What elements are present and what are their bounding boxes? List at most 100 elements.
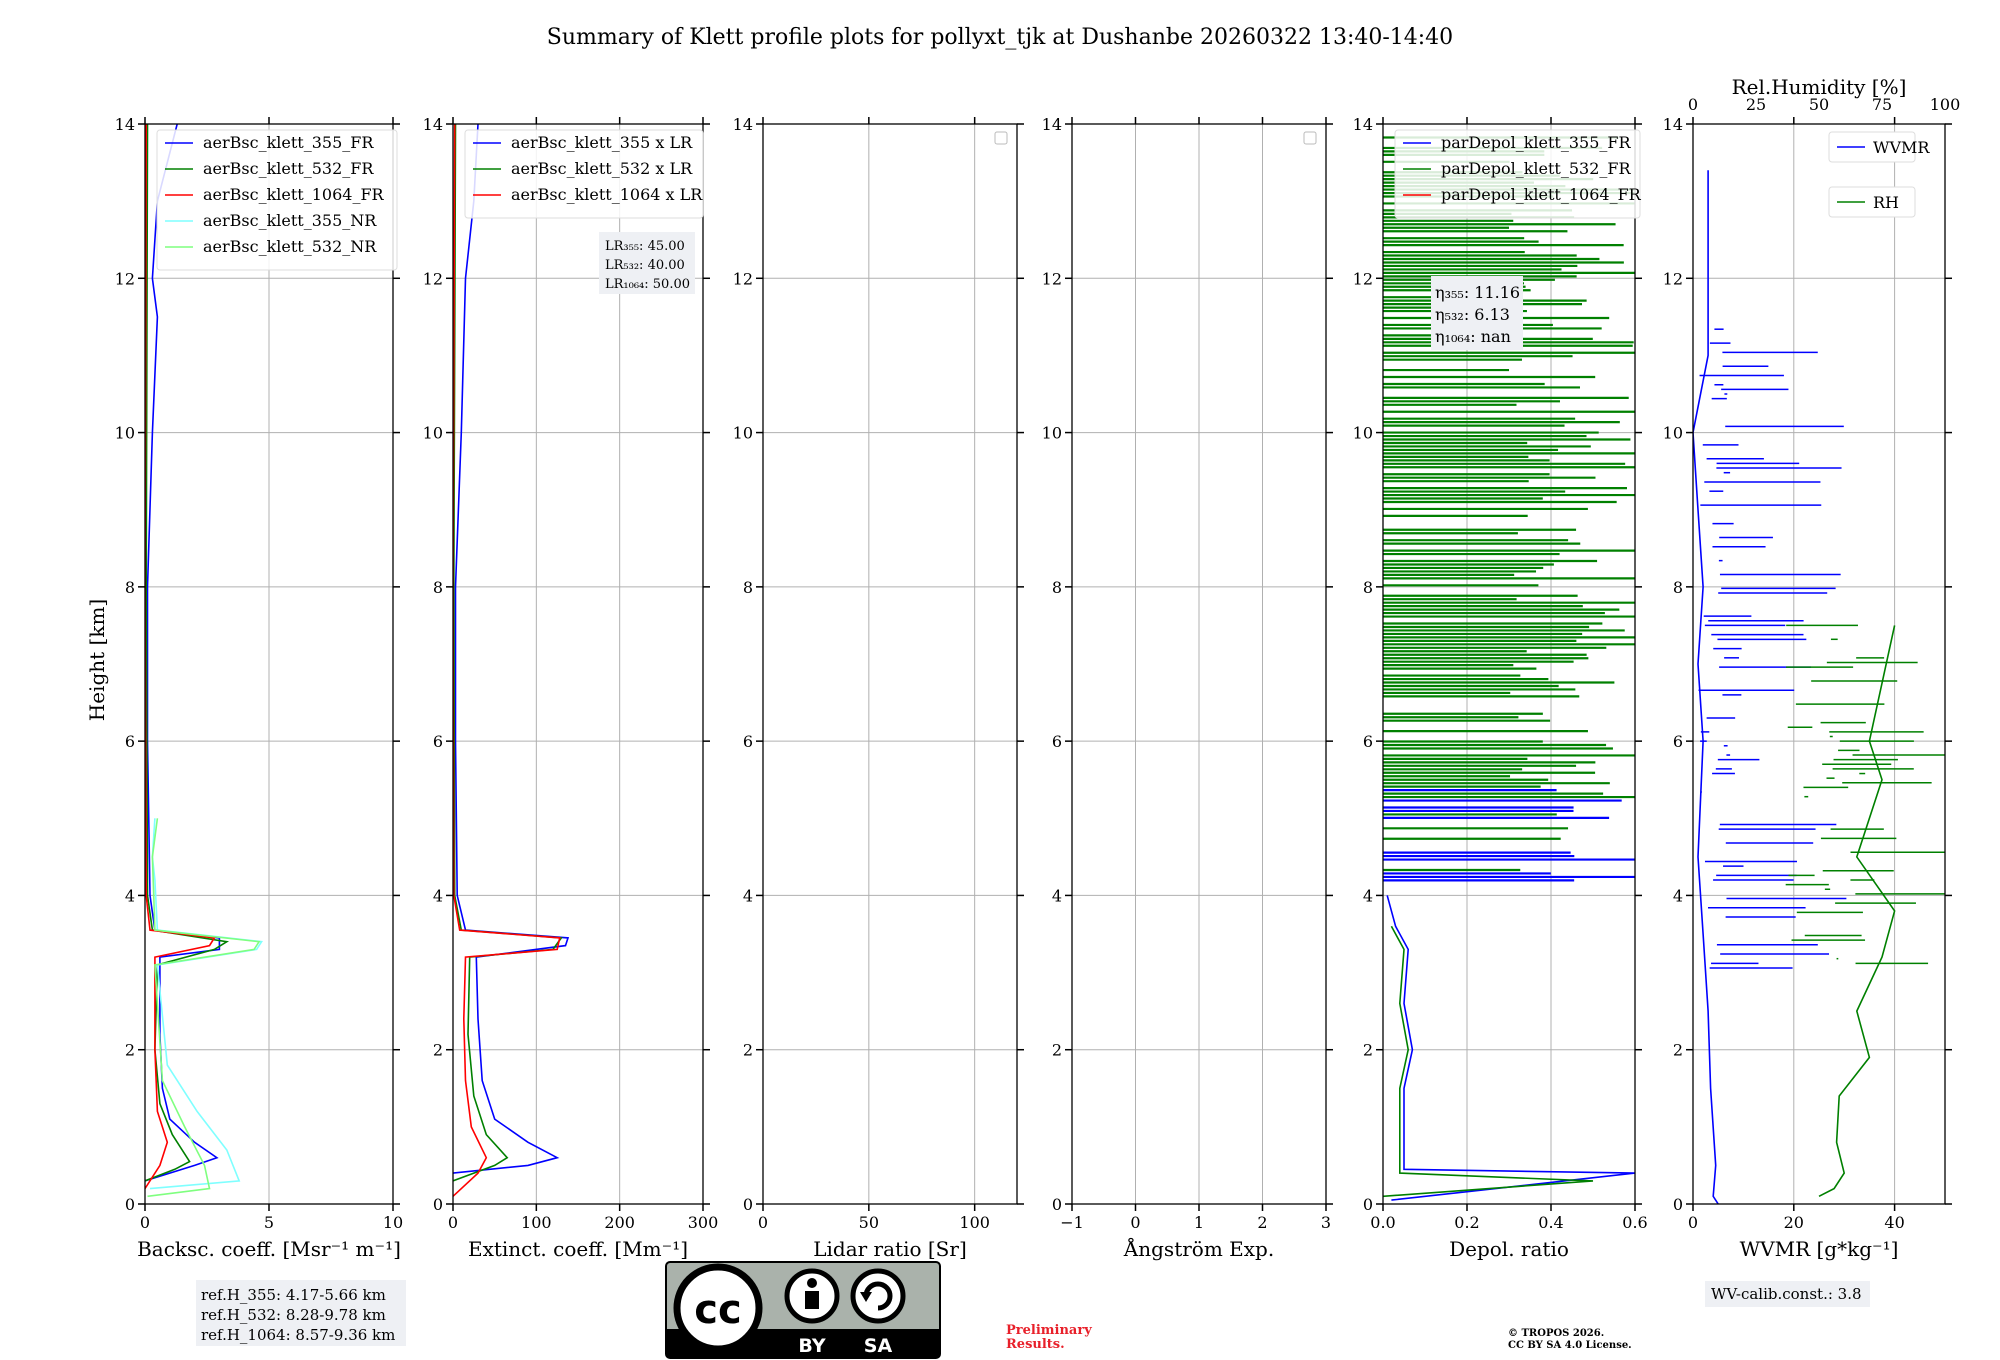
x-tick-label: 300 (688, 1213, 719, 1232)
series-line-0 (453, 124, 570, 1174)
y-tick-label: 6 (1363, 732, 1373, 751)
figure-title: Summary of Klett profile plots for polly… (547, 25, 1453, 50)
x-tick-label: 200 (604, 1213, 635, 1232)
x-tick-label: 0.2 (1454, 1213, 1479, 1232)
top-x-tick-label: 100 (1930, 95, 1961, 114)
x-axis-label: Lidar ratio [Sr] (813, 1237, 967, 1261)
y-tick-label: 0 (1673, 1195, 1683, 1214)
legend-label: aerBsc_klett_355 x LR (511, 133, 693, 152)
eta-value: η₃₅₅: 11.16 (1435, 283, 1520, 302)
y-tick-label: 10 (423, 424, 443, 443)
y-tick-label: 6 (1052, 732, 1062, 751)
y-tick-label: 14 (115, 115, 135, 134)
series-line-3 (149, 818, 263, 1190)
top-x-tick-label: 75 (1872, 95, 1892, 114)
x-tick-label: 0 (758, 1213, 768, 1232)
y-tick-label: 4 (743, 886, 753, 905)
series-line-4 (147, 818, 261, 1198)
x-tick-label: 1 (1194, 1213, 1204, 1232)
panel-lidar_ratio: 0 2 4 6 8 10 12 14 0 50 100 Lidar ratio [Sr] (733, 115, 1024, 1261)
lr-value: LR₅₃₂: 40.00 (605, 258, 685, 273)
x-tick-label: 40 (1884, 1213, 1904, 1232)
x-tick-label: 5 (264, 1213, 274, 1232)
y-tick-label: 2 (125, 1041, 135, 1060)
cc-by-sa-badge: cc BY SA (665, 1261, 941, 1359)
y-tick-label: 14 (1042, 115, 1062, 134)
y-tick-label: 2 (1673, 1041, 1683, 1060)
y-tick-label: 2 (1363, 1041, 1373, 1060)
cc-logo-text: cc (694, 1287, 741, 1333)
x-tick-label: 10 (383, 1213, 403, 1232)
y-tick-label: 12 (1042, 269, 1062, 288)
x-tick-label: 0.6 (1622, 1213, 1647, 1232)
x-tick-label: −1 (1060, 1213, 1084, 1232)
ref-h-355: ref.H_355: 4.17-5.66 km (201, 1286, 386, 1304)
y-tick-label: 2 (433, 1041, 443, 1060)
series-line-1 (453, 124, 563, 1182)
cc-icon (673, 1263, 763, 1353)
y-tick-label: 14 (423, 115, 443, 134)
sa-icon (850, 1268, 906, 1324)
wv-calib-box: WV-calib.const.: 3.8 (1705, 1281, 1870, 1307)
top-x-tick-label: 50 (1809, 95, 1829, 114)
legend-label: WVMR (1873, 138, 1930, 157)
eta-value: η₅₃₂: 6.13 (1435, 305, 1510, 324)
y-tick-label: 12 (1663, 269, 1683, 288)
empty-legend-box (994, 131, 1008, 145)
y-axis-label: Height [km] (85, 599, 109, 721)
legend-label: parDepol_klett_355_FR (1441, 133, 1632, 152)
legend-label: aerBsc_klett_532_FR (203, 159, 374, 178)
y-tick-label: 4 (1363, 886, 1373, 905)
x-tick-label: 100 (959, 1213, 990, 1232)
x-tick-label: 20 (1784, 1213, 1804, 1232)
y-tick-label: 14 (733, 115, 753, 134)
copyright-line-2: CC BY SA 4.0 License. (1508, 1340, 1632, 1351)
legend-label: parDepol_klett_532_FR (1441, 159, 1632, 178)
ref-h-532: ref.H_532: 8.28-9.78 km (201, 1306, 386, 1324)
y-tick-label: 8 (1673, 578, 1683, 597)
ref-height-box: ref.H_355: 4.17-5.66 km ref.H_532: 8.28-… (196, 1280, 406, 1346)
y-tick-label: 14 (1353, 115, 1373, 134)
y-tick-label: 6 (125, 732, 135, 751)
legend-box (1828, 186, 1916, 218)
lr-value: LR₃₅₅: 45.00 (605, 239, 685, 254)
panel-depol: 0 2 4 6 8 10 12 14 0.0 0.2 0.4 0.6 Depol. ratio parDe… (1353, 115, 1648, 1261)
legend-label: aerBsc_klett_355_FR (203, 133, 374, 152)
y-tick-label: 10 (733, 424, 753, 443)
axes-frame (1692, 123, 1946, 1205)
legend-label: aerBsc_klett_532_NR (203, 237, 377, 256)
lr-box (599, 232, 695, 294)
by-label: BY (798, 1335, 825, 1357)
series-line-1 (1383, 925, 1594, 1198)
panel-wvmr: 0 2 4 6 8 10 12 14 0 20 40 WVMR [g*kg⁻¹] 0 25 50 75 100 R… (1663, 75, 1961, 1261)
x-tick-label: 50 (859, 1213, 879, 1232)
y-tick-label: 4 (1052, 886, 1062, 905)
y-tick-label: 8 (433, 578, 443, 597)
panel-backscatter: 0 2 4 6 8 10 12 14 0 5 10 Backsc. coeff. [Msr⁻¹ m⁻¹… (115, 115, 404, 1261)
y-tick-label: 14 (1663, 115, 1683, 134)
lr-value: LR₁₀₆₄: 50.00 (605, 277, 690, 292)
y-tick-label: 8 (743, 578, 753, 597)
y-tick-label: 12 (1353, 269, 1373, 288)
y-tick-label: 8 (125, 578, 135, 597)
eta-value: η₁₀₆₄: nan (1435, 327, 1511, 346)
legend-label: aerBsc_klett_355_NR (203, 211, 377, 230)
top-x-tick-label: 0 (1688, 95, 1698, 114)
axes-frame (762, 123, 1018, 1205)
y-tick-label: 2 (743, 1041, 753, 1060)
y-tick-label: 10 (115, 424, 135, 443)
y-tick-label: 4 (433, 886, 443, 905)
x-tick-label: 0.4 (1538, 1213, 1563, 1232)
y-tick-label: 12 (733, 269, 753, 288)
y-tick-label: 8 (1363, 578, 1373, 597)
y-tick-label: 6 (743, 732, 753, 751)
y-tick-label: 4 (1673, 886, 1683, 905)
y-tick-label: 0 (1363, 1195, 1373, 1214)
y-tick-label: 0 (743, 1195, 753, 1214)
legend-box (464, 129, 704, 219)
y-tick-label: 0 (125, 1195, 135, 1214)
series-line-0 (1693, 170, 1719, 1204)
ref-h-1064: ref.H_1064: 8.57-9.36 km (201, 1326, 395, 1344)
